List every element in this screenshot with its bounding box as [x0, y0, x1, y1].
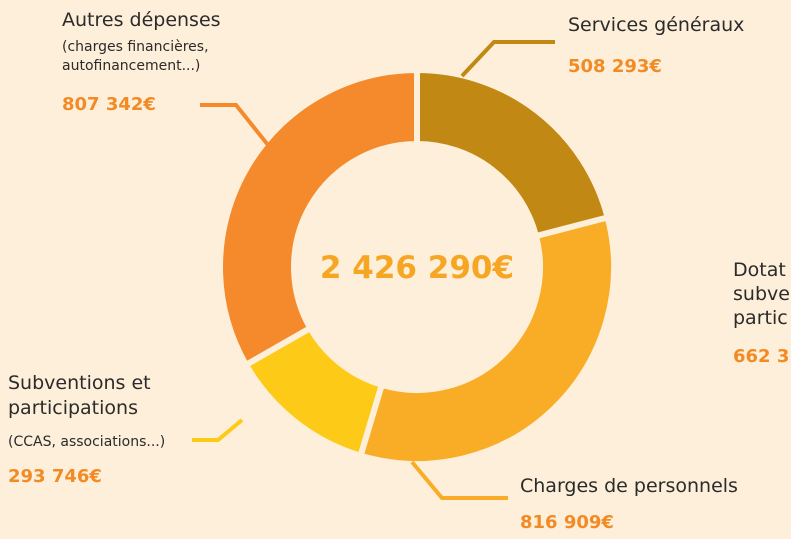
leader-line [200, 103, 270, 147]
center-label: 2 426 290€ [320, 250, 514, 286]
category-note: (charges financières, autofinancement...… [62, 39, 209, 74]
value-label: 508 293€ [568, 56, 662, 77]
donut-slice [414, 66, 612, 240]
cropped-line: Dotat [733, 259, 786, 281]
donut-slice [241, 324, 386, 460]
cropped-line: partic [733, 307, 788, 329]
cropped-value: 662 3 [733, 346, 790, 367]
category-label: Subventions et participations [8, 372, 151, 419]
leader-line [192, 418, 244, 442]
leader-line [410, 460, 508, 500]
value-label: 807 342€ [62, 94, 156, 115]
category-label: Autres dépenses [62, 9, 221, 31]
donut-slice [356, 213, 617, 467]
value-label: 293 746€ [8, 466, 102, 487]
category-label: Charges de personnels [520, 475, 738, 497]
category-label: Services généraux [568, 14, 745, 36]
cropped-line: subve [733, 283, 790, 305]
donut-slice [217, 66, 420, 369]
leader-line [460, 40, 555, 78]
category-note: (CCAS, associations...) [8, 434, 166, 450]
value-label: 816 909€ [520, 512, 614, 533]
